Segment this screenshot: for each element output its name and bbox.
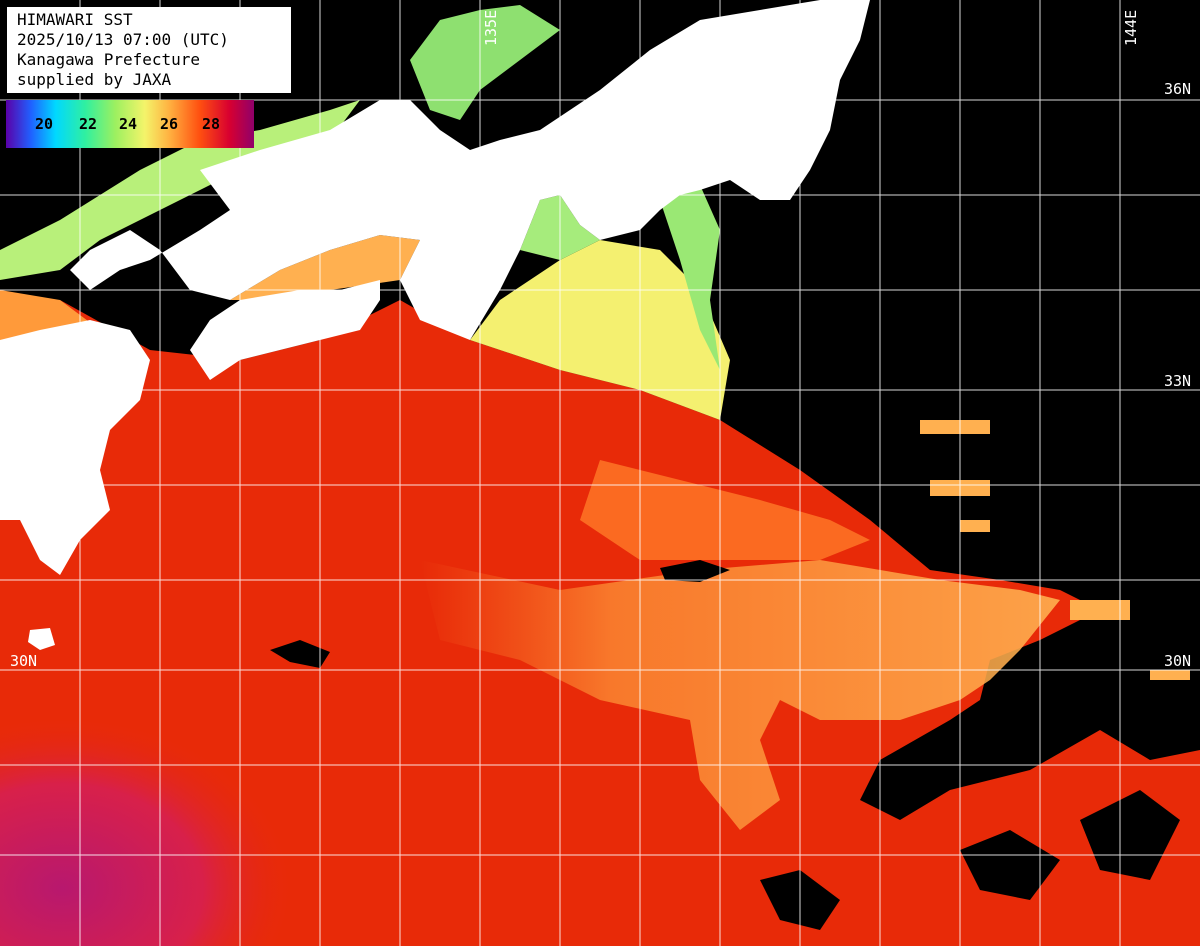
sst-patch xyxy=(1150,670,1190,680)
colorbar-label-22: 22 xyxy=(79,115,98,133)
sst-patch xyxy=(1070,600,1130,620)
product-title: HIMAWARI SST xyxy=(17,10,133,29)
sst-kuroshio-band xyxy=(420,560,1060,830)
sst-scattered-patches xyxy=(920,420,1190,680)
colorbar-label-20: 20 xyxy=(35,115,54,133)
lon-label-144e: 144E xyxy=(1122,9,1140,46)
kyushu-land xyxy=(0,320,150,575)
info-box: HIMAWARI SST 2025/10/13 07:00 (UTC) Kana… xyxy=(7,7,291,93)
lat-label-33n: 33N xyxy=(1164,372,1192,390)
timestamp: 2025/10/13 07:00 (UTC) xyxy=(17,30,229,49)
lon-label-135e: 135E xyxy=(482,9,500,46)
sst-patch xyxy=(920,420,990,434)
colorbar-label-26: 26 xyxy=(160,115,179,133)
lat-label-30n-left: 30N xyxy=(10,652,38,670)
temperature-colorbar: 20 22 24 26 28 xyxy=(6,100,254,148)
shikoku-land xyxy=(190,280,380,380)
sst-ocean-hot xyxy=(0,560,520,946)
yakushima-island xyxy=(28,628,55,650)
cloud-gap-5 xyxy=(1080,790,1180,880)
lat-label-36n: 36N xyxy=(1164,80,1192,98)
lat-label-30n-right: 30N xyxy=(1164,652,1192,670)
sst-patch xyxy=(960,520,990,532)
cloud-gap-2 xyxy=(270,640,330,668)
sst-japan-sea xyxy=(0,100,360,280)
sst-coastal-cool xyxy=(470,240,730,420)
provider-org: Kanagawa Prefecture xyxy=(17,50,201,69)
cloud-gap-4 xyxy=(960,830,1060,900)
colorbar-label-28: 28 xyxy=(202,115,221,133)
colorbar-label-24: 24 xyxy=(119,115,138,133)
data-source: supplied by JAXA xyxy=(17,70,172,89)
sst-japan-sea-north xyxy=(410,5,560,120)
land-mass xyxy=(0,0,870,650)
cloud-gap-1 xyxy=(660,560,730,582)
sst-eastern-green xyxy=(660,185,720,370)
noto-land xyxy=(468,150,495,190)
